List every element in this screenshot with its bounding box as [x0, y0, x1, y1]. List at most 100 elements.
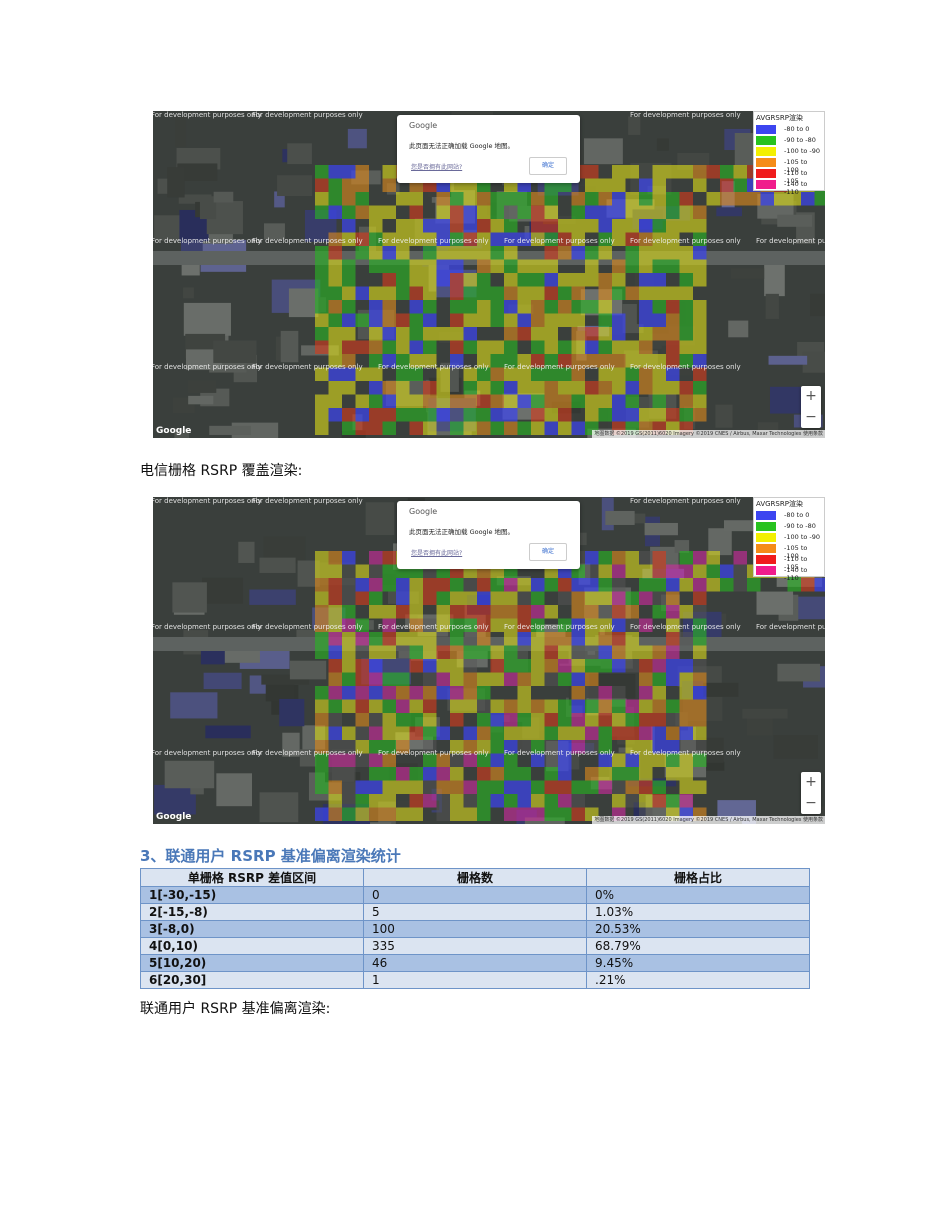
heat-cell [652, 794, 666, 808]
heat-cell [328, 232, 342, 246]
map-terrain-block [249, 589, 296, 605]
heat-cell [355, 232, 369, 246]
heat-cell [612, 313, 626, 327]
heat-cell [544, 740, 558, 754]
heat-cell [355, 726, 369, 740]
column-header: 栅格占比 [586, 868, 810, 887]
heat-cell [666, 205, 680, 219]
heat-cell [315, 178, 329, 192]
map-attribution[interactable]: 地图数据 ©2019 GS(2011)6020 Imagery ©2019 CN… [592, 816, 825, 824]
heat-cell [342, 381, 356, 395]
heat-cell [369, 713, 383, 727]
heat-cell [652, 726, 666, 740]
heat-cell [369, 205, 383, 219]
legend-label: -110 to -105 [784, 169, 808, 185]
heat-cell [585, 273, 599, 287]
heat-cell [693, 672, 707, 686]
ok-button[interactable]: 确定 [529, 157, 567, 175]
heat-cell [463, 381, 477, 395]
heat-cell [585, 767, 599, 781]
heat-cell [355, 313, 369, 327]
owner-link[interactable]: 您是否拥有此网站? [411, 550, 463, 557]
watermark: For development purposes only [153, 237, 262, 245]
legend-label: -100 to -90 [784, 533, 821, 541]
heat-cell [355, 421, 369, 435]
heat-cell [571, 807, 585, 821]
heat-cell [423, 313, 437, 327]
watermark: For development purposes only [252, 363, 363, 371]
heat-cell [639, 367, 653, 381]
heat-cell [585, 726, 599, 740]
heat-cell [436, 192, 450, 206]
heat-cell [436, 219, 450, 233]
heat-cell [598, 578, 612, 592]
heat-cell [328, 394, 342, 408]
heat-cell [666, 699, 680, 713]
heat-cell [315, 780, 329, 794]
heat-cell [612, 726, 626, 740]
table-cell: 100 [363, 920, 587, 938]
heat-cell [558, 632, 572, 646]
heat-cell [369, 767, 383, 781]
zoom-out-button[interactable]: − [805, 795, 817, 811]
watermark: For development purposes only [756, 623, 825, 631]
heat-cell [490, 259, 504, 273]
map-attribution[interactable]: 地图数据 ©2019 GS(2011)6020 Imagery ©2019 CN… [592, 430, 825, 438]
heat-cell [598, 219, 612, 233]
heat-cell [409, 591, 423, 605]
watermark: For development purposes only [153, 623, 262, 631]
heat-cell [423, 408, 437, 422]
heat-cell [504, 367, 518, 381]
heat-cell [571, 645, 585, 659]
heat-cell [463, 605, 477, 619]
heat-cell [355, 672, 369, 686]
heat-cell [369, 672, 383, 686]
zoom-out-button[interactable]: − [805, 409, 817, 425]
ok-button[interactable]: 确定 [529, 543, 567, 561]
heat-cell [369, 394, 383, 408]
heat-cell [747, 578, 761, 592]
zoom-control: + − [801, 386, 821, 428]
heat-cell [612, 165, 626, 179]
legend-label: -105 to -100 [784, 544, 808, 560]
heat-cell [436, 205, 450, 219]
heat-cell [315, 645, 329, 659]
heat-cell [450, 699, 464, 713]
heat-cell [423, 578, 437, 592]
zoom-in-button[interactable]: + [805, 388, 817, 404]
heat-cell [355, 807, 369, 821]
owner-link[interactable]: 您是否拥有此网站? [411, 164, 463, 171]
heat-cell [423, 713, 437, 727]
heat-cell [450, 578, 464, 592]
zoom-in-button[interactable]: + [805, 774, 817, 790]
heat-cell [571, 313, 585, 327]
map-terrain-block [175, 117, 187, 147]
heat-cell [558, 408, 572, 422]
heat-cell [463, 367, 477, 381]
heat-cell [531, 205, 545, 219]
error-message: 此页面无法正确加载 Google 地图。 [409, 528, 515, 536]
map-terrain-block [723, 520, 773, 532]
heat-cell [531, 394, 545, 408]
heat-cell [693, 232, 707, 246]
heat-cell [504, 286, 518, 300]
heat-cell [315, 286, 329, 300]
heat-cell [450, 232, 464, 246]
legend-label: -90 to -80 [784, 522, 816, 530]
heat-cell [531, 421, 545, 435]
heat-cell [504, 313, 518, 327]
heat-cell [436, 591, 450, 605]
map-terrain-block [810, 293, 825, 317]
legend-item: -140 to -110 [756, 179, 822, 196]
map-terrain-block [802, 351, 825, 373]
heat-cell [625, 381, 639, 395]
heat-cell [382, 551, 396, 565]
telecom-coverage-map-2[interactable]: For development purposes only For develo… [153, 497, 825, 824]
heat-cell [706, 564, 720, 578]
heat-cell [369, 421, 383, 435]
heat-cell [558, 807, 572, 821]
telecom-coverage-map[interactable]: For development purposes only For develo… [153, 111, 825, 438]
heat-cell [679, 713, 693, 727]
heat-cell [558, 286, 572, 300]
heat-cell [652, 300, 666, 314]
